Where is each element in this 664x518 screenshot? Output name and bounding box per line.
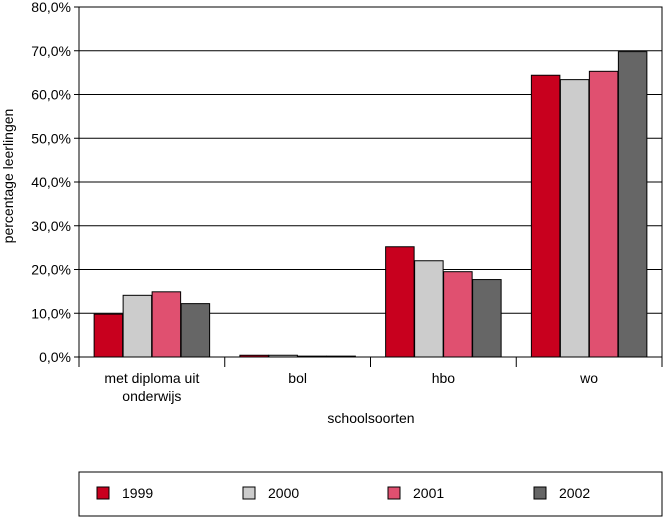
x-tick-label: onderwijs xyxy=(122,388,181,404)
y-tick-label: 60,0% xyxy=(31,87,71,103)
legend-swatch-2002 xyxy=(533,486,547,500)
y-tick-label: 10,0% xyxy=(31,305,71,321)
bar-2002-met-diploma-uit-onderwijs xyxy=(180,303,211,358)
gridlines xyxy=(79,6,662,314)
y-tick-label: 80,0% xyxy=(31,0,71,15)
x-tick-label: bol xyxy=(288,370,307,386)
y-tick-label: 30,0% xyxy=(31,218,71,234)
y-tick-labels: 0,0% 10,0% 20,0% 30,0% 40,0% 50,0% 60,0% 70,0% 8… xyxy=(31,0,71,365)
legend-label-1999: 1999 xyxy=(122,485,153,501)
legend: 1999 2000 2001 2002 xyxy=(96,485,590,501)
bar-2001-wo xyxy=(588,70,619,358)
bar-1999-met-diploma-uit-onderwijs xyxy=(93,313,124,358)
legend-label-2000: 2000 xyxy=(268,485,299,501)
x-tick-label: met diploma uit xyxy=(104,370,199,386)
legend-label-2002: 2002 xyxy=(559,485,590,501)
x-tick-label: hbo xyxy=(432,370,456,386)
bar-2002-hbo xyxy=(472,279,502,358)
legend-swatch-2000 xyxy=(242,486,256,500)
legend-swatch-2001 xyxy=(387,486,401,500)
bar-1999-wo xyxy=(530,74,561,358)
y-axis-title: percentage leerlingen xyxy=(0,109,16,244)
bars xyxy=(93,51,648,358)
y-tick-label: 0,0% xyxy=(39,349,71,365)
legend-swatch-1999 xyxy=(96,486,110,500)
y-tick-label: 40,0% xyxy=(31,174,71,190)
bar-2000-wo xyxy=(559,79,590,358)
y-tick-label: 20,0% xyxy=(31,262,71,278)
axes xyxy=(74,6,663,367)
x-tick-label: wo xyxy=(579,370,598,386)
bar-2001-met-diploma-uit-onderwijs xyxy=(151,291,182,358)
legend-label-2001: 2001 xyxy=(413,485,444,501)
bar-2000-hbo xyxy=(414,260,444,358)
bar-2001-hbo xyxy=(443,271,473,358)
x-axis-title: schoolsoorten xyxy=(327,410,414,426)
bar-2002-wo xyxy=(617,51,648,358)
legend-box xyxy=(78,471,663,517)
y-tick-label: 50,0% xyxy=(31,130,71,146)
x-tick-labels: met diploma uit onderwijs bol hbo wo xyxy=(104,370,598,404)
bar-1999-hbo xyxy=(385,246,415,358)
y-tick-label: 70,0% xyxy=(31,43,71,59)
bar-2000-met-diploma-uit-onderwijs xyxy=(122,294,153,358)
